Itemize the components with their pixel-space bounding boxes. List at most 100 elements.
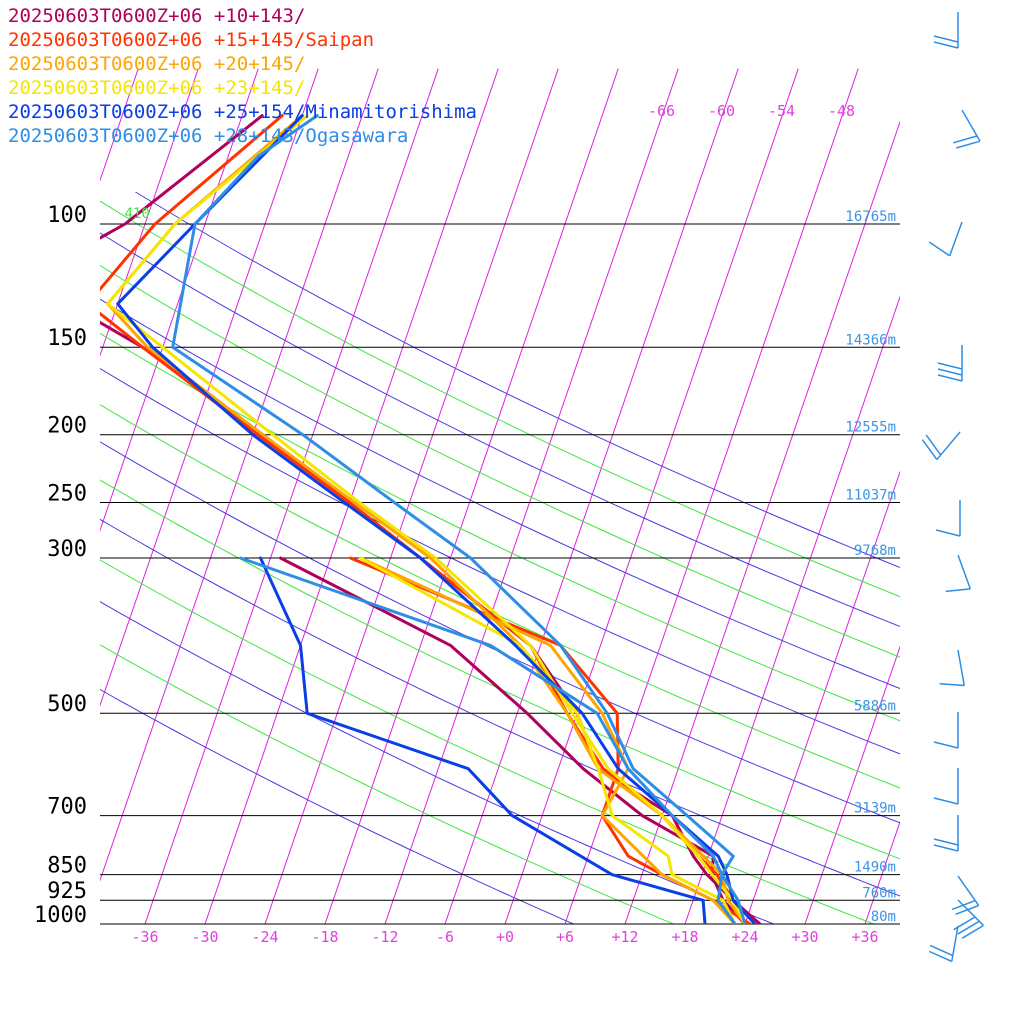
- wind-barb-feather: [933, 844, 959, 852]
- x-tick-label: +30: [791, 928, 818, 946]
- temperature-line: [100, 114, 762, 924]
- wind-barb-feather: [929, 944, 954, 957]
- wind-barb-feather: [933, 838, 959, 846]
- isotherm-top-label: -54: [768, 102, 795, 120]
- wind-barb-feather: [939, 682, 965, 687]
- wind-barb-feather: [928, 241, 951, 257]
- wind-barb-feather: [937, 368, 963, 376]
- height-label: 760m: [862, 885, 896, 901]
- wind-barb-shaft: [948, 221, 963, 257]
- height-labels: 16765m 14366m 12555m 11037m 9768m 5886m 3139m 1…: [845, 209, 896, 925]
- wind-barb: [939, 649, 965, 687]
- dry-adiabat-line: [100, 367, 900, 755]
- temperature-line: [106, 114, 747, 924]
- temperature-line: [171, 114, 747, 924]
- isotherm-line: [100, 68, 379, 882]
- isotherm-top-labels: -66 -60 -54 -48: [648, 102, 855, 120]
- theta-labels: 410: [125, 206, 150, 222]
- wind-barb-feather: [928, 950, 953, 963]
- height-label: 5886m: [854, 698, 896, 714]
- isotherm-line: [100, 68, 319, 707]
- x-tick-label: -30: [191, 928, 218, 946]
- wind-barb: [933, 768, 959, 805]
- dry-adiabat-line: [100, 232, 900, 628]
- wind-barb-feather: [937, 362, 963, 370]
- x-tick-label: -18: [311, 928, 338, 946]
- wind-barb-shaft: [936, 431, 961, 461]
- height-label: 12555m: [845, 420, 896, 436]
- wind-barb: [951, 875, 980, 916]
- wind-barb: [937, 345, 963, 382]
- dewpoint-line: [349, 556, 752, 924]
- x-tick-label: -12: [371, 928, 398, 946]
- height-label: 16765m: [845, 209, 896, 225]
- dewpoint-line: [279, 556, 747, 924]
- isotherm-top-label: -48: [828, 102, 855, 120]
- x-tick-label: +12: [611, 928, 638, 946]
- height-label: 14366m: [845, 332, 896, 348]
- wind-barb-feather: [937, 374, 963, 382]
- isotherm-line: [985, 69, 1024, 924]
- isotherm-line: [0, 69, 18, 924]
- dewpoint-line: [239, 556, 737, 924]
- wind-barb: [921, 431, 961, 461]
- dry-adiabat-line: [100, 559, 874, 924]
- isotherm-line: [324, 68, 619, 924]
- x-tick-labels: -36 -30 -24 -18 -12 -6 +0 +6 +12 +18 +24 +30 +36: [131, 928, 878, 946]
- dry-adiabat-line: [100, 644, 674, 924]
- legend-entry: 20250603T0600Z+06 +25+154/Minamitorishim…: [8, 101, 477, 123]
- dry-adiabat-line: [100, 601, 774, 924]
- isotherm-top-label: -60: [708, 102, 735, 120]
- isotherm-line: [384, 68, 679, 924]
- isotherm-line: [144, 68, 439, 924]
- wind-barb-feather: [961, 924, 984, 939]
- pressure-grid-lines: [100, 223, 900, 925]
- isotherm-line: [624, 120, 900, 924]
- dewpoint-line: [359, 556, 737, 924]
- wind-barb-shaft: [957, 875, 980, 906]
- wind-barb-feather: [933, 741, 959, 749]
- height-label: 3139m: [854, 801, 896, 817]
- wind-barb: [933, 815, 959, 852]
- wind-barb-feather: [935, 529, 961, 537]
- wind-barb-shaft: [951, 925, 959, 962]
- sounding-lines: [100, 114, 762, 924]
- legend-entry: 20250603T0600Z+06 +15+145/Saipan: [8, 29, 374, 51]
- wind-barb: [928, 925, 959, 963]
- isotherm-line: [100, 68, 199, 357]
- dry-adiabat-line: [100, 404, 900, 789]
- legend-entry: 20250603T0600Z+06 +20+145/: [8, 53, 305, 75]
- isotherm-line: [444, 68, 739, 924]
- dry-adiabat-line: [135, 191, 900, 569]
- height-label: 1490m: [854, 860, 896, 876]
- temperature-line: [100, 114, 757, 924]
- wind-barb: [935, 500, 961, 537]
- isotherm-line: [264, 68, 559, 924]
- wind-barb-feather: [921, 439, 938, 461]
- pressure-label: 150: [47, 326, 87, 351]
- wind-barb-feather: [933, 35, 959, 43]
- dry-adiabat-line: [100, 298, 900, 690]
- wind-barb: [933, 712, 959, 749]
- wind-barb: [945, 554, 972, 593]
- dry-adiabat-line: [100, 200, 900, 598]
- pressure-label: 850: [47, 853, 87, 878]
- isotherm-line: [744, 470, 900, 924]
- wind-barb-feather: [933, 797, 959, 805]
- pressure-label: 100: [47, 203, 87, 228]
- legend-entry: 20250603T0600Z+06 +10+143/: [8, 5, 305, 27]
- legend: 20250603T0600Z+06 +10+143/20250603T0600Z…: [8, 5, 477, 147]
- isotherm-line: [925, 69, 1024, 924]
- dry-adiabat-line: [100, 332, 900, 722]
- x-tick-label: +0: [496, 928, 514, 946]
- x-tick-label: +36: [851, 928, 878, 946]
- x-tick-label: +24: [731, 928, 758, 946]
- wind-barb-feather: [957, 920, 980, 935]
- wind-barb-feather: [953, 135, 978, 144]
- dry-adiabat-lines: [100, 191, 900, 924]
- wind-barb: [953, 899, 984, 939]
- dry-adiabat-line: [100, 518, 900, 897]
- height-label: 80m: [871, 909, 896, 925]
- wind-barb-feather: [945, 588, 971, 593]
